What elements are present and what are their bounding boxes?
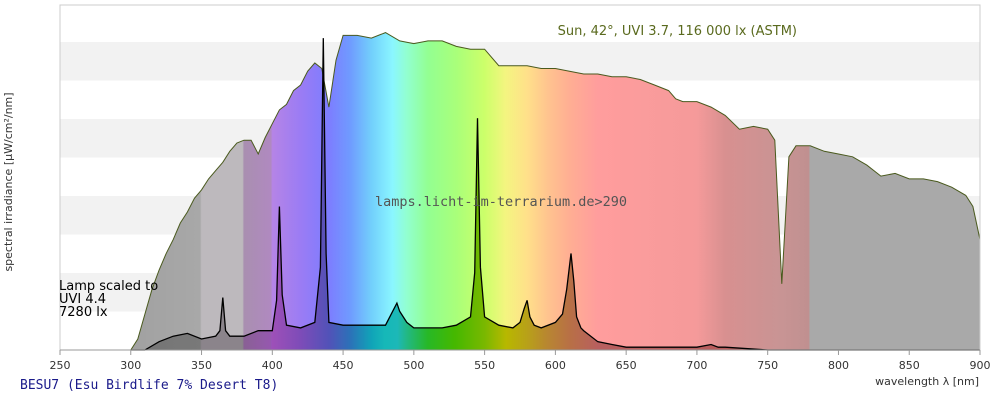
watermark: lamps.licht-im-terrarium.de>290: [375, 194, 627, 210]
sun-spectrum-line: [130, 32, 981, 351]
x-tick-label: 500: [403, 359, 424, 372]
x-tick-label: 250: [50, 359, 71, 372]
x-tick-label: 900: [970, 359, 991, 372]
x-tick-label: 550: [474, 359, 495, 372]
grid-band: [60, 3, 980, 42]
x-tick-label: 650: [616, 359, 637, 372]
x-tick-label: 750: [757, 359, 778, 372]
x-tick-label: 300: [120, 359, 141, 372]
y-axis-label: spectral irradiance [µW/cm²/nm]: [2, 92, 15, 271]
x-tick-label: 700: [686, 359, 707, 372]
x-tick-label: 450: [333, 359, 354, 372]
x-tick-label: 400: [262, 359, 283, 372]
lamp-legend-line-3: 7280 lx: [59, 305, 108, 320]
lamp-legend-line-1: Lamp scaled to: [59, 279, 158, 294]
x-tick-label: 850: [899, 359, 920, 372]
lamp-spectrum-line: [130, 38, 980, 351]
lamp-legend-line-2: UVI 4.4: [59, 292, 106, 307]
lamp-legend-label: Lamp scaled to UVI 4.4 7280 lx: [59, 279, 158, 320]
x-axis-label: wavelength λ [nm]: [875, 375, 979, 388]
x-axis-ticks: 250 300 350 400 450 500 550 600 650 700 750 800 850 9…: [50, 350, 991, 372]
x-tick-label: 600: [545, 359, 566, 372]
x-tick-label: 800: [828, 359, 849, 372]
x-tick-label: 350: [191, 359, 212, 372]
sun-legend-label: Sun, 42°, UVI 3.7, 116 000 lx (ASTM): [558, 24, 797, 39]
footer-lamp-name: BESU7 (Esu Birdlife 7% Desert T8): [20, 378, 278, 393]
